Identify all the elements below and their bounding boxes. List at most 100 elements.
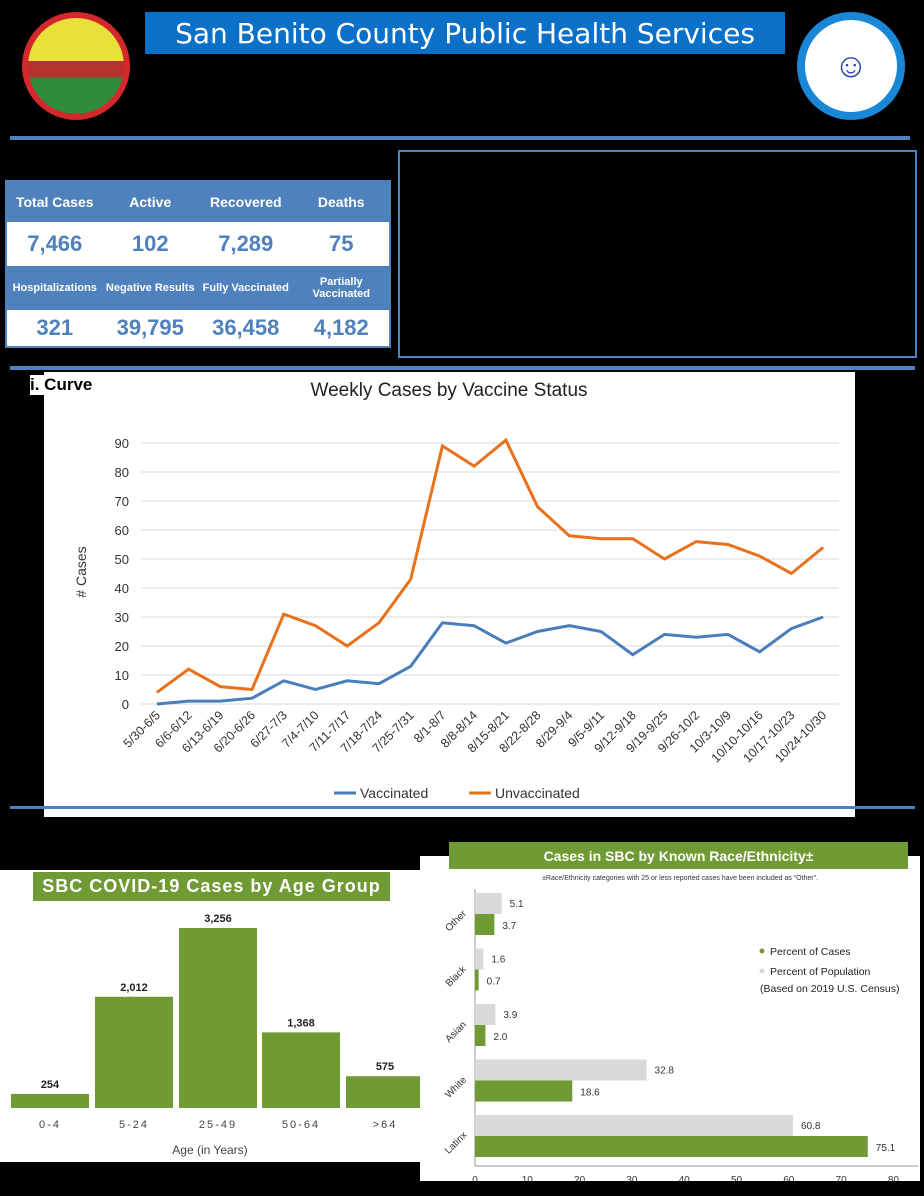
bar-value-label: 3.7 xyxy=(502,921,516,932)
x-tick-label: 50-64 xyxy=(282,1119,320,1131)
value-partially-vaccinated: 4,182 xyxy=(313,315,369,340)
divider xyxy=(10,136,910,140)
y-tick-label: White xyxy=(443,1074,469,1100)
y-axis-label: # Cases xyxy=(73,546,89,597)
bar-value-label: 3.9 xyxy=(503,1010,517,1021)
y-tick-label: Asian xyxy=(443,1019,468,1044)
y-tick-label: 60 xyxy=(115,523,129,538)
y-tick-label: Latinx xyxy=(443,1130,470,1157)
bar-cases-Other xyxy=(475,914,495,935)
legend-label: Unvaccinated xyxy=(495,785,580,801)
y-tick-label: 90 xyxy=(115,436,129,451)
y-tick-label: Black xyxy=(444,963,470,989)
x-tick-label: 25-49 xyxy=(199,1119,237,1131)
x-axis-label: Age (in Years) xyxy=(172,1143,247,1157)
public-health-logo: ☺ xyxy=(797,12,905,120)
race-chart-title: Cases in SBC by Known Race/Ethnicity± xyxy=(449,842,908,869)
bar-cases-White xyxy=(475,1080,573,1102)
x-tick-label: 5-24 xyxy=(119,1119,149,1131)
bar-value-label: 3,256 xyxy=(204,913,232,925)
x-tick-label: 40 xyxy=(679,1175,691,1181)
county-seal-logo xyxy=(22,12,130,120)
stats-value-row: 7,466 102 7,289 75 xyxy=(7,222,389,266)
x-tick-label: 0 xyxy=(472,1175,478,1181)
bar-population-Latinx xyxy=(475,1115,793,1136)
bar-population-Other xyxy=(475,893,502,914)
bar-population-Asian xyxy=(475,1004,496,1025)
label-deaths: Deaths xyxy=(317,194,365,210)
x-tick-label: 0-4 xyxy=(39,1119,61,1131)
stats-table: Total Cases Active Recovered Deaths 7,46… xyxy=(5,180,391,348)
y-tick-label: 50 xyxy=(115,552,129,567)
value-hospitalizations: 321 xyxy=(36,315,74,340)
legend-label: Vaccinated xyxy=(360,785,428,801)
bar-5-24 xyxy=(95,996,173,1108)
y-tick-label: 20 xyxy=(115,639,129,654)
value-fully-vaccinated: 36,458 xyxy=(212,315,280,340)
x-tick-label: 50 xyxy=(731,1175,743,1181)
bar-value-label: 5.1 xyxy=(510,899,524,910)
bar-population-White xyxy=(475,1059,647,1081)
bar-cases-Black xyxy=(475,969,479,991)
bar-value-label: 0.7 xyxy=(487,977,501,988)
label-negative: Negative Results xyxy=(105,282,195,294)
bar-50-64 xyxy=(262,1032,340,1108)
x-tick-label: 20 xyxy=(574,1175,586,1181)
stats-value-row: 321 39,795 36,458 4,182 xyxy=(7,310,389,346)
x-tick-label: 70 xyxy=(836,1175,848,1181)
epi-curve-label: i. Curve xyxy=(30,375,93,395)
stats-header-row: Hospitalizations Negative Results Fully … xyxy=(7,266,389,310)
label-total-cases: Total Cases xyxy=(15,194,94,210)
bar-value-label: 2,012 xyxy=(120,982,148,994)
bar-value-label: 254 xyxy=(41,1079,60,1091)
series-line-vaccinated xyxy=(156,615,824,706)
age-chart-title: SBC COVID-19 Cases by Age Group xyxy=(33,872,390,901)
x-tick-label: 30 xyxy=(626,1175,638,1181)
x-tick-label: 60 xyxy=(783,1175,795,1181)
bar-cases-Latinx xyxy=(475,1136,868,1157)
legend-label: Percent of Cases xyxy=(770,946,851,958)
bar-value-label: 2.0 xyxy=(493,1032,507,1043)
x-tick-label: >64 xyxy=(373,1119,398,1131)
label-recovered: Recovered xyxy=(209,194,282,210)
value-deaths: 75 xyxy=(329,231,354,256)
y-tick-label: 80 xyxy=(115,465,129,480)
stats-header-row: Total Cases Active Recovered Deaths xyxy=(7,182,389,222)
legend-swatch xyxy=(759,968,765,974)
bar-cases-Asian xyxy=(475,1025,486,1046)
series-line-unvaccinated xyxy=(155,437,825,694)
page-title: San Benito County Public Health Services xyxy=(145,12,785,54)
chart-title: Weekly Cases by Vaccine Status xyxy=(310,380,587,401)
value-recovered: 7,289 xyxy=(218,231,274,256)
label-partially-vaccinated: Partially Vaccinated xyxy=(312,276,370,300)
x-tick-label: 10 xyxy=(522,1175,534,1181)
bar-0-4 xyxy=(11,1093,89,1108)
y-tick-label: 30 xyxy=(115,610,129,625)
bar-value-label: 75.1 xyxy=(876,1143,896,1154)
divider xyxy=(10,366,915,370)
y-tick-label: 10 xyxy=(115,668,129,683)
y-tick-label: 40 xyxy=(115,581,129,596)
value-total-cases: 7,466 xyxy=(27,231,83,256)
empty-panel xyxy=(398,150,917,358)
bar->64 xyxy=(346,1076,424,1108)
footnote: ±Race/Ethnicity categories with 25 or le… xyxy=(542,875,818,882)
bar-value-label: 60.8 xyxy=(801,1121,821,1132)
legend-label: Percent of Population xyxy=(770,966,871,978)
bar-25-49 xyxy=(179,928,257,1108)
race-chart-panel: ±Race/Ethnicity categories with 25 or le… xyxy=(420,856,920,1186)
y-tick-label: Other xyxy=(443,908,469,934)
x-tick-label: 80 xyxy=(888,1175,900,1181)
line-chart-panel: Weekly Cases by Vaccine Status 0 10 20 30 40 5… xyxy=(44,372,855,817)
bar-value-label: 1,368 xyxy=(287,1017,315,1029)
legend-note: (Based on 2019 U.S. Census) xyxy=(760,983,900,995)
value-negative: 39,795 xyxy=(116,315,184,340)
value-active: 102 xyxy=(131,231,169,256)
legend-swatch xyxy=(759,948,765,954)
bar-population-Black xyxy=(475,948,484,970)
label-hospitalizations: Hospitalizations xyxy=(12,282,97,294)
divider xyxy=(10,806,915,809)
label-fully-vaccinated: Fully Vaccinated xyxy=(202,282,289,294)
bar-value-label: 18.6 xyxy=(580,1088,600,1099)
bar-value-label: 32.8 xyxy=(655,1066,675,1077)
